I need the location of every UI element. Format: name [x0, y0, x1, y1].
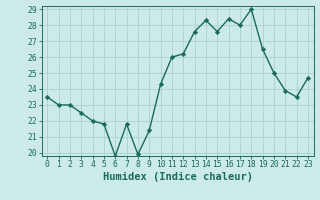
X-axis label: Humidex (Indice chaleur): Humidex (Indice chaleur) — [103, 172, 252, 182]
